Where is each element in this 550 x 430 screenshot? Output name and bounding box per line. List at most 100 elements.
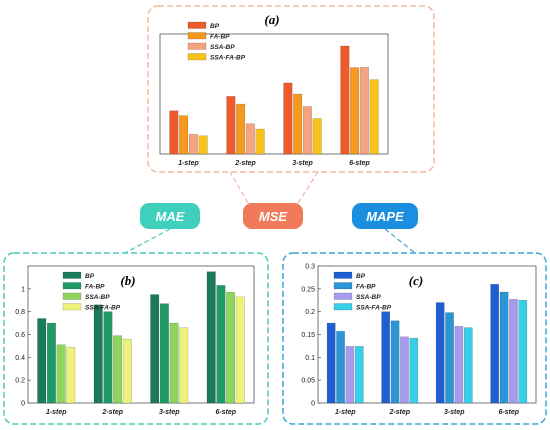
panel-a-frame xyxy=(147,5,435,173)
chart-panel-b: 0 0.2 0.4 0.6 0.8 1 1-step 2-step 3-step 6-step (b… xyxy=(15,265,255,416)
bar-c-fa-bp-3-step xyxy=(445,312,454,404)
legend-swatch xyxy=(333,282,353,290)
ytick-label: 0.2 xyxy=(15,378,25,385)
xtick-label: 6-step xyxy=(349,160,370,167)
legend-label: BP xyxy=(210,23,220,30)
badge-mae-label: MAE xyxy=(156,209,185,224)
bar-a-ssa-fa-bp-1-step xyxy=(198,135,208,155)
bar-b-bp-1-step xyxy=(37,318,47,404)
chart-panel-c: 0 0.05 0.1 0.15 0.2 0.25 0.3 1-step 2-step 3-step… xyxy=(301,264,537,416)
bar-b-ssa-fa-bp-3-step xyxy=(179,327,189,404)
bar-b-bp-6-step xyxy=(206,271,216,404)
bar-c-ssa-fa-bp-6-step xyxy=(518,300,528,404)
bar-b-fa-bp-6-step xyxy=(216,285,226,404)
bar-b-ssa-bp-3-step xyxy=(169,322,179,404)
ytick-label: 0.4 xyxy=(15,355,25,362)
bar-a-ssa-fa-bp-2-step xyxy=(255,128,265,155)
bar-a-fa-bp-1-step xyxy=(179,115,189,155)
bar-a-bp-2-step xyxy=(226,96,236,155)
bar-a-ssa-fa-bp-6-step xyxy=(369,79,379,155)
badge-mape-label: MAPE xyxy=(366,209,404,224)
xtick-label: 1-step xyxy=(335,409,356,416)
ytick-label: 0.1 xyxy=(305,355,315,362)
ytick-label: 0 xyxy=(21,401,25,408)
ytick-label: 1 xyxy=(21,286,25,293)
ytick-label: 0.25 xyxy=(301,286,315,293)
xtick-label: 1-step xyxy=(178,160,199,167)
badge-mse: MSE xyxy=(243,203,303,229)
badge-mse-label: MSE xyxy=(259,209,288,224)
bar-b-fa-bp-3-step xyxy=(159,303,169,404)
ytick-label: 0.6 xyxy=(15,332,25,339)
ytick-label: 0.3 xyxy=(305,264,315,271)
legend-label: SSA-BP xyxy=(210,44,235,51)
xtick-label: 3-step xyxy=(159,409,180,416)
legend-label: SSA-BP xyxy=(85,294,110,301)
legend-label: BP xyxy=(85,273,95,280)
xtick-label: 6-step xyxy=(215,409,236,416)
bar-c-ssa-bp-2-step xyxy=(400,336,409,404)
xtick-label: 3-step xyxy=(292,160,313,167)
ytick-label: 0.05 xyxy=(301,378,315,385)
xtick-label: 2-step xyxy=(388,409,410,416)
bar-b-bp-3-step xyxy=(150,294,160,404)
panel-c-frame xyxy=(282,252,547,425)
legend-label: SSA-FA-BP xyxy=(210,55,246,62)
bar-b-fa-bp-1-step xyxy=(46,322,56,404)
legend-label: SSA-BP xyxy=(356,294,381,301)
ytick-label: 0.2 xyxy=(305,309,315,316)
bar-b-ssa-fa-bp-6-step xyxy=(235,296,245,404)
bar-c-fa-bp-6-step xyxy=(499,291,509,404)
legend-swatch xyxy=(333,271,353,279)
bar-b-ssa-fa-bp-2-step xyxy=(122,338,132,404)
xtick-label: 2-step xyxy=(101,409,123,416)
chart-panel-a: 1-step 2-step 3-step 6-step (a) BP FA-BP SSA-BP… xyxy=(159,12,389,167)
legend-swatch xyxy=(62,282,82,290)
badge-mae-bg xyxy=(140,203,200,229)
legend-swatch xyxy=(187,53,207,61)
bar-c-fa-bp-2-step xyxy=(390,320,400,404)
connector-mse-a-right xyxy=(297,171,319,204)
bar-b-ssa-bp-6-step xyxy=(226,292,236,404)
bar-c-ssa-bp-3-step xyxy=(454,326,464,404)
bar-b-ssa-fa-bp-1-step xyxy=(66,346,76,404)
bar-c-bp-6-step xyxy=(490,284,499,404)
badge-mape: MAPE xyxy=(352,203,418,229)
legend-label: FA-BP xyxy=(356,284,376,291)
connector-mae-b xyxy=(124,228,171,254)
bar-c-bp-1-step xyxy=(326,322,336,404)
plot-area-a xyxy=(159,33,389,155)
panel-b-frame xyxy=(3,252,269,425)
bar-c-ssa-bp-6-step xyxy=(509,299,518,404)
panel-label-b: (b) xyxy=(120,273,135,288)
legend-swatch xyxy=(62,303,82,311)
xtick-label: 3-step xyxy=(444,409,465,416)
bar-c-bp-2-step xyxy=(381,311,390,404)
bar-c-ssa-fa-bp-3-step xyxy=(464,327,473,404)
bar-b-ssa-bp-1-step xyxy=(56,344,66,404)
bar-a-ssa-bp-3-step xyxy=(302,106,312,155)
ytick-label: 0 xyxy=(311,401,315,408)
bar-a-ssa-bp-2-step xyxy=(245,123,255,155)
bar-c-ssa-bp-1-step xyxy=(345,346,355,404)
bar-a-ssa-bp-1-step xyxy=(188,134,198,155)
badge-mse-bg xyxy=(243,203,303,229)
legend-swatch xyxy=(187,32,207,40)
bar-a-bp-1-step xyxy=(169,110,179,155)
bar-a-ssa-bp-6-step xyxy=(359,66,369,155)
legend-label: FA-BP xyxy=(85,284,105,291)
bar-b-ssa-bp-2-step xyxy=(113,335,123,404)
badge-mae: MAE xyxy=(140,203,200,229)
bar-b-bp-2-step xyxy=(93,304,103,404)
legend-label: FA-BP xyxy=(210,34,230,41)
badge-mape-bg xyxy=(352,203,418,229)
legend-swatch xyxy=(62,271,82,279)
xtick-label: 1-step xyxy=(46,409,67,416)
bar-c-ssa-fa-bp-2-step xyxy=(409,337,419,404)
connector-mape-c xyxy=(384,228,416,254)
connector-mse-a-left xyxy=(229,171,249,204)
legend-swatch xyxy=(187,21,207,29)
xtick-label: 6-step xyxy=(498,409,519,416)
legend-swatch xyxy=(333,303,353,311)
